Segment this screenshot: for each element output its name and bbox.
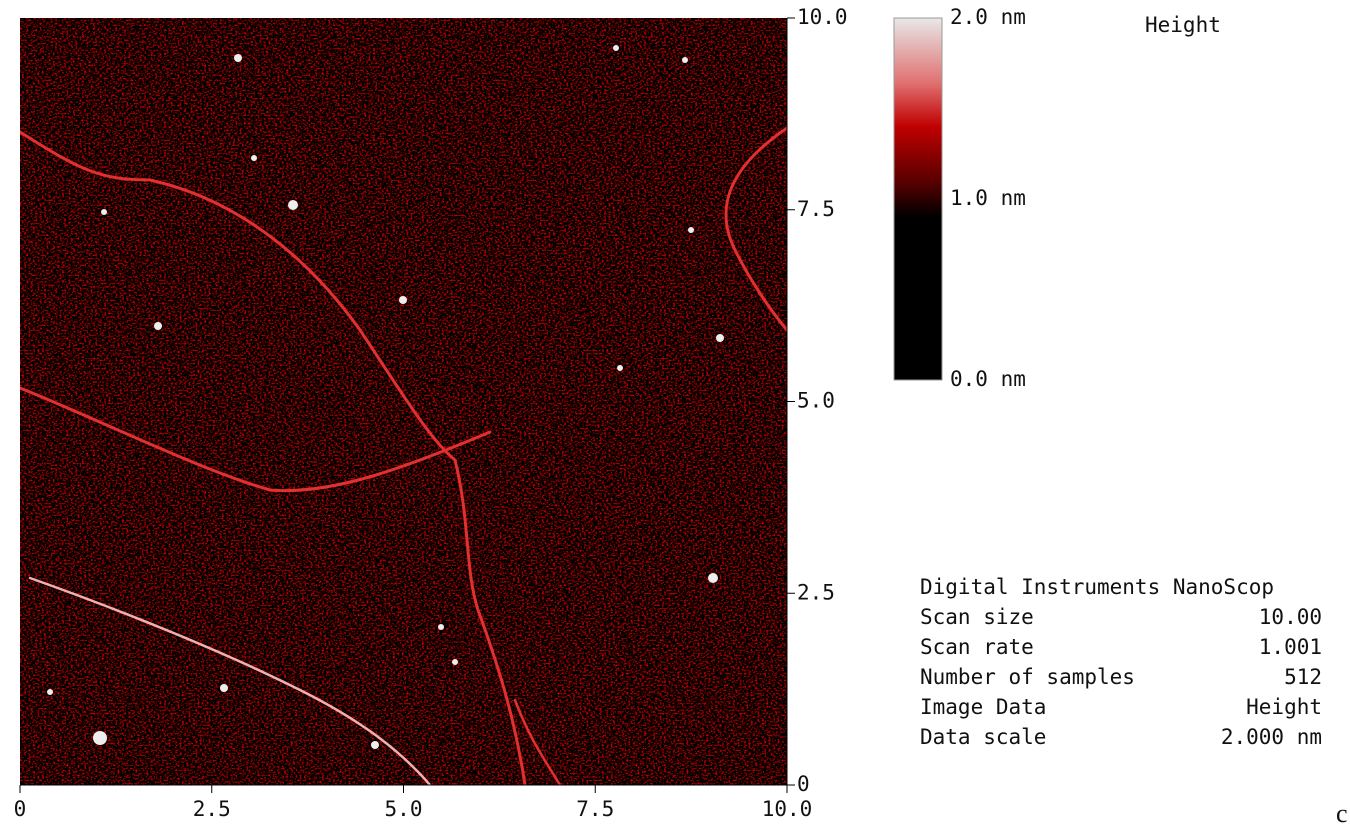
x-tick-label: 0 xyxy=(14,797,27,821)
y-tick-label: 10.0 xyxy=(797,5,848,29)
x-tick-label: 5.0 xyxy=(385,797,423,821)
info-key: Data scale xyxy=(920,725,1046,749)
info-value: 2.000 nm xyxy=(1221,725,1322,749)
info-key: Image Data xyxy=(920,695,1046,719)
color-bar-label: 2.0 nm xyxy=(950,5,1026,29)
x-tick-label: 7.5 xyxy=(576,797,614,821)
image-title: Height xyxy=(1145,13,1221,37)
y-tick-label: 5.0 xyxy=(797,389,835,413)
y-tick-label: 0 xyxy=(797,772,810,796)
color-bar xyxy=(893,17,943,381)
color-bar-label: 0.0 nm xyxy=(950,367,1026,391)
info-key: Scan rate xyxy=(920,635,1034,659)
info-value: 512 xyxy=(1284,665,1322,689)
info-value: 10.00 xyxy=(1259,605,1322,629)
y-tick-label: 7.5 xyxy=(797,197,835,221)
afm-image xyxy=(20,18,787,785)
x-tick-label: 2.5 xyxy=(193,797,231,821)
x-tick-label: 10.0 xyxy=(762,797,813,821)
y-tick-label: 2.5 xyxy=(797,580,835,604)
color-bar-label: 1.0 nm xyxy=(950,186,1026,210)
info-key: Scan size xyxy=(920,605,1034,629)
panel-label: c xyxy=(1336,799,1348,828)
info-key: Number of samples xyxy=(920,665,1135,689)
info-value: Height xyxy=(1246,695,1322,719)
info-value: 1.001 xyxy=(1259,635,1322,659)
info-header: Digital Instruments NanoScop xyxy=(920,575,1274,599)
